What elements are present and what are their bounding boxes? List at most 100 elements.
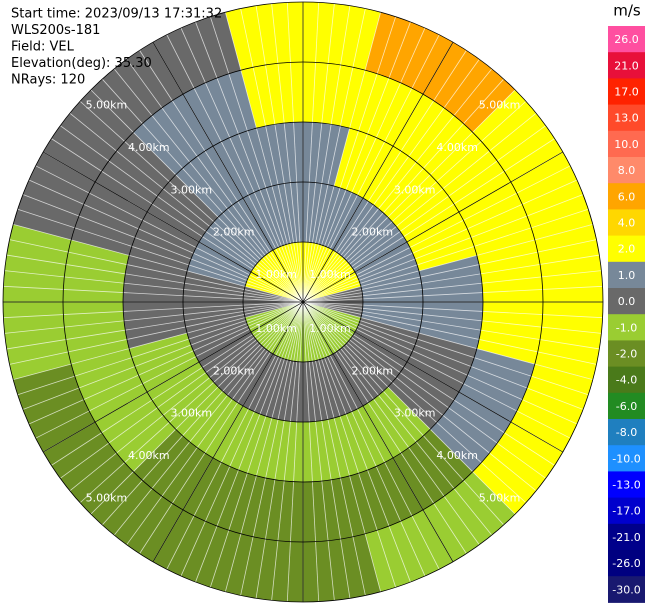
ray-gap (302, 301, 593, 381)
ray-gap (302, 194, 584, 303)
azimuth-line (152, 42, 304, 303)
colorbar-box (608, 523, 645, 551)
range-label: 5.00km (86, 98, 128, 111)
ray-gap (3, 285, 304, 303)
colorbar-box (608, 471, 645, 499)
range-label: 5.00km (86, 492, 128, 505)
field-cell (71, 348, 176, 472)
ray-gap (286, 2, 304, 303)
ray-gap (302, 301, 578, 425)
colorbar-box (608, 26, 645, 53)
colorbar-tick-label: -30.0 (612, 583, 640, 596)
colorbar-box (608, 104, 645, 132)
colorbar-tick-label: -21.0 (612, 531, 640, 544)
colorbar-tick-label: 17.0 (614, 86, 639, 99)
colorbar-box (608, 340, 645, 368)
ray-gap (302, 5, 351, 303)
colorbar-tick-label: 2.0 (618, 243, 636, 256)
ray-gap (302, 301, 571, 439)
range-label: 1.00km (255, 268, 297, 281)
ray-gap (22, 301, 304, 410)
field-cell (345, 317, 419, 387)
colorbar-tick-label: 6.0 (618, 190, 636, 203)
colorbar-box (608, 261, 645, 289)
ray-gap (139, 301, 304, 554)
ray-gap (302, 239, 597, 303)
range-label: 1.00km (309, 322, 351, 335)
colorbar-box (608, 366, 645, 394)
range-label: 1.00km (255, 322, 297, 335)
colorbar-tick-label: 21.0 (614, 59, 639, 72)
colorbar-tick-label: 10.0 (614, 138, 639, 151)
range-label: 2.00km (352, 226, 394, 239)
colorbar-box (608, 52, 645, 79)
header-line: Start time: 2023/09/13 17:31:32 (11, 7, 222, 22)
ray-gap (79, 100, 304, 303)
ray-gap (302, 138, 555, 303)
ray-gap (302, 301, 411, 583)
ray-gap (302, 301, 597, 365)
ray-gap (79, 301, 304, 504)
field-cell (318, 186, 388, 260)
colorbar-tick-label: 0.0 (618, 295, 636, 308)
labels: 1.00km 1.00km 1.00km 1.00km 2.00km 2.00km 2.00… (86, 98, 521, 504)
field-cell (218, 344, 288, 418)
colorbar-box (608, 497, 645, 525)
colorbar-tick-label: -17.0 (612, 505, 640, 518)
ray-gap (6, 301, 304, 350)
colorbar-tick-label: -4.0 (616, 374, 637, 387)
ray-gap (302, 301, 527, 504)
range-label: 4.00km (128, 449, 170, 462)
ray-gap (302, 301, 555, 466)
colorbar-box (608, 419, 645, 446)
azimuth-line (43, 151, 304, 303)
range-label: 2.00km (213, 226, 255, 239)
field-cell (175, 386, 272, 476)
colorbar-tick-label: 4.0 (618, 217, 636, 230)
ray-gap (302, 89, 516, 303)
ray-gap (139, 50, 304, 303)
ray-gap (9, 239, 304, 303)
colorbar-box (608, 183, 645, 210)
ray-gap (302, 50, 467, 303)
colorbar-tick-label: -13.0 (612, 479, 640, 492)
ray-gap (28, 301, 304, 425)
colorbar-box (608, 288, 645, 315)
azimuth-line (302, 301, 454, 562)
header-line: NRays: 120 (11, 73, 85, 88)
colorbar-tick-label: -1.0 (616, 321, 637, 334)
azimuth-line (302, 42, 454, 303)
field-cell (175, 128, 272, 218)
field-cell (133, 429, 257, 534)
ray-gap (302, 301, 351, 599)
ray-gap (302, 301, 480, 545)
ray-gap (271, 3, 304, 303)
ray-gap (240, 8, 304, 303)
header: Start time: 2023/09/13 17:31:32WLS200s-1… (11, 7, 222, 88)
ray-gap (28, 179, 304, 303)
ray-gap (302, 301, 603, 319)
field-cell (129, 174, 219, 271)
field-cell (187, 317, 261, 387)
field-cell (349, 429, 473, 534)
field-cell (345, 217, 419, 287)
ray-gap (60, 125, 304, 303)
range-label: 4.00km (436, 449, 478, 462)
ray-gap (302, 112, 537, 303)
colorbar-label: m/s (613, 2, 641, 20)
ray-gap (302, 301, 516, 515)
ray-gap (101, 301, 304, 526)
azimuth-line (302, 151, 563, 303)
azimuth-line (43, 301, 304, 453)
ray-gap (90, 89, 304, 303)
ray-gap (113, 68, 304, 303)
field-cell (133, 70, 257, 175)
grid (2, 1, 604, 603)
ray-gap (302, 301, 366, 596)
ray-gap (17, 301, 304, 396)
ray-gap (240, 301, 304, 596)
field-cell (334, 386, 431, 476)
colorbar-tick-label: -10.0 (612, 452, 640, 465)
ray-gap (302, 301, 467, 554)
